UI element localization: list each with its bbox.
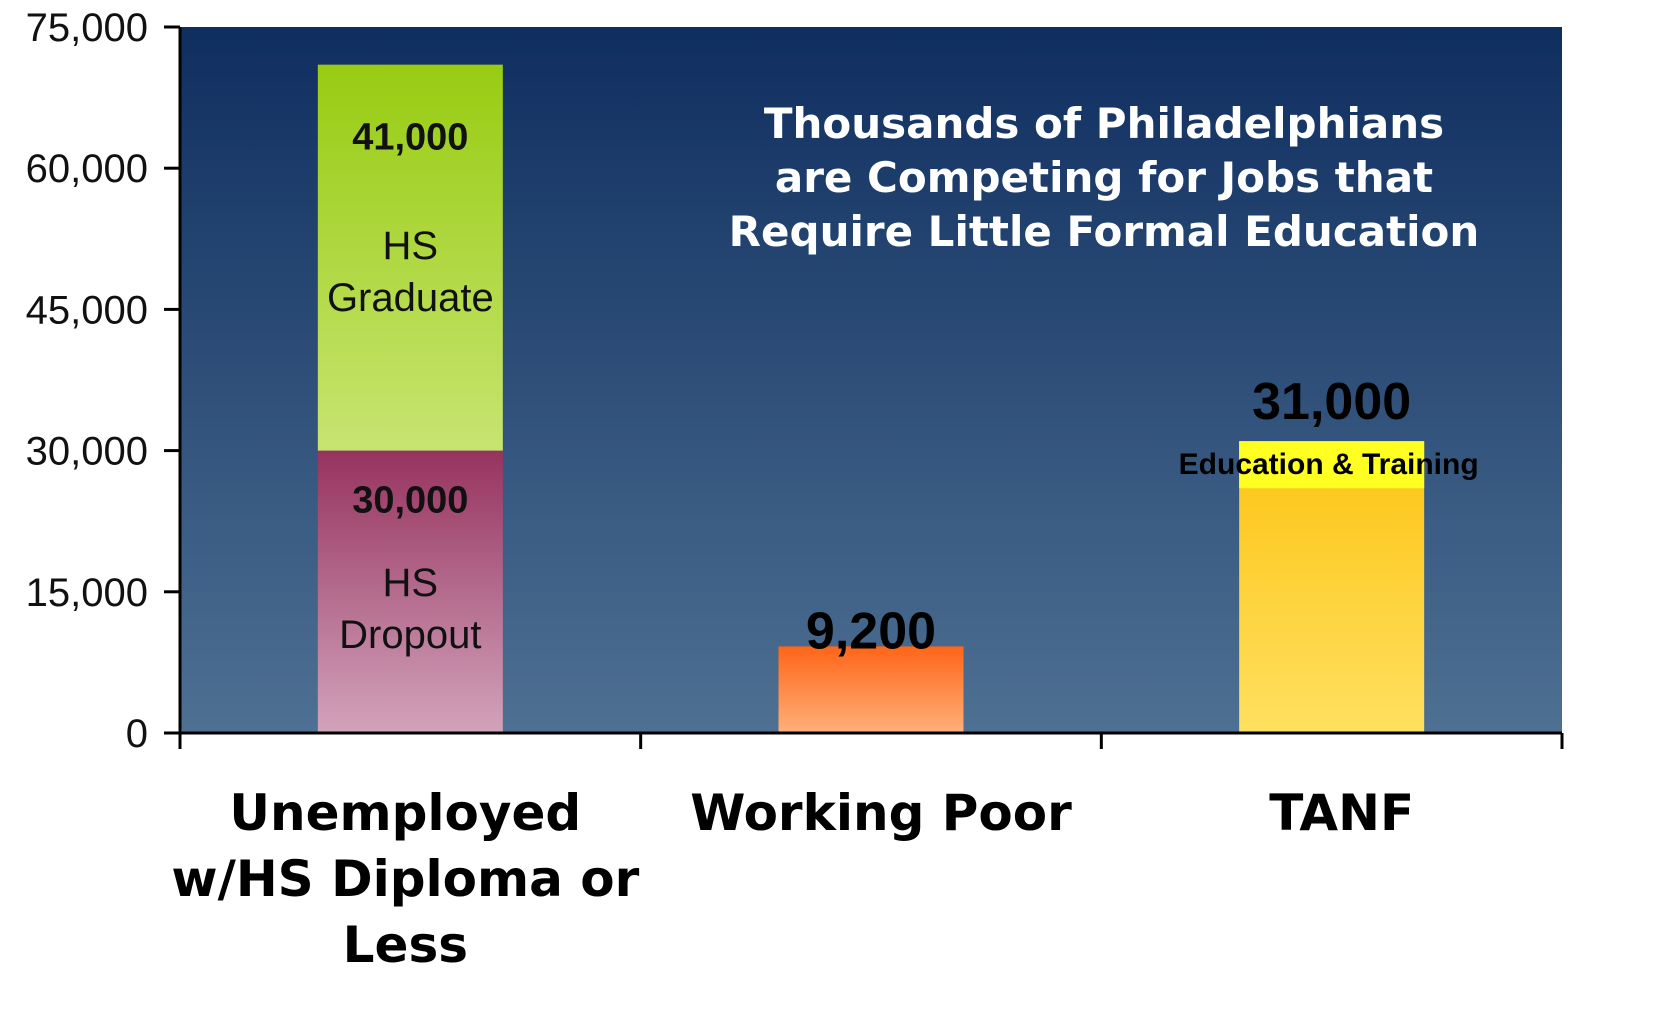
chart-title-line: are Competing for Jobs that — [775, 153, 1433, 202]
bar-0-segment-1 — [317, 64, 503, 451]
bar-1-segment-0 — [778, 646, 964, 733]
y-tick-label: 15,000 — [26, 571, 148, 615]
y-tick-label: 75,000 — [26, 6, 148, 50]
x-category-label: TANF — [1269, 784, 1414, 842]
chart-title-line: Require Little Formal Education — [729, 207, 1480, 256]
chart-title-line: Thousands of Philadelphians — [764, 99, 1444, 148]
bar-0-segment-0 — [317, 450, 503, 733]
segment-name-label: Graduate — [327, 276, 494, 320]
bar-sub-label: Education & Training — [1179, 448, 1479, 481]
chart-title: Thousands of Philadelphians are Competing… — [729, 99, 1480, 256]
segment-value-label: 41,000 — [352, 117, 468, 159]
axes: 0 15,000 30,000 45,000 60,000 75,000 Unemploye… — [26, 6, 1564, 974]
y-tick-label: 60,000 — [26, 147, 148, 191]
bar-value-label: 9,200 — [806, 602, 936, 660]
bars-layer: 30,000 HS Dropout 41,000 HS Graduate 9,200 31,0… — [317, 64, 1479, 733]
bar-2-segment-0 — [1239, 441, 1425, 733]
x-category-label: Working Poor — [690, 784, 1072, 842]
segment-name-label: Dropout — [339, 613, 481, 657]
segment-name-label: HS — [383, 224, 439, 268]
y-tick-label: 45,000 — [26, 288, 148, 332]
bar-value-label: 31,000 — [1252, 373, 1411, 431]
segment-value-label: 30,000 — [352, 480, 468, 522]
x-category-label: Less — [343, 916, 468, 974]
y-tick-label: 0 — [126, 712, 148, 756]
bar-2-cap — [1239, 441, 1425, 489]
x-category-label: w/HS Diploma or — [171, 850, 639, 908]
y-tick-label: 30,000 — [26, 430, 148, 474]
x-category-label: Unemployed — [229, 784, 581, 842]
segment-name-label: HS — [383, 561, 439, 605]
